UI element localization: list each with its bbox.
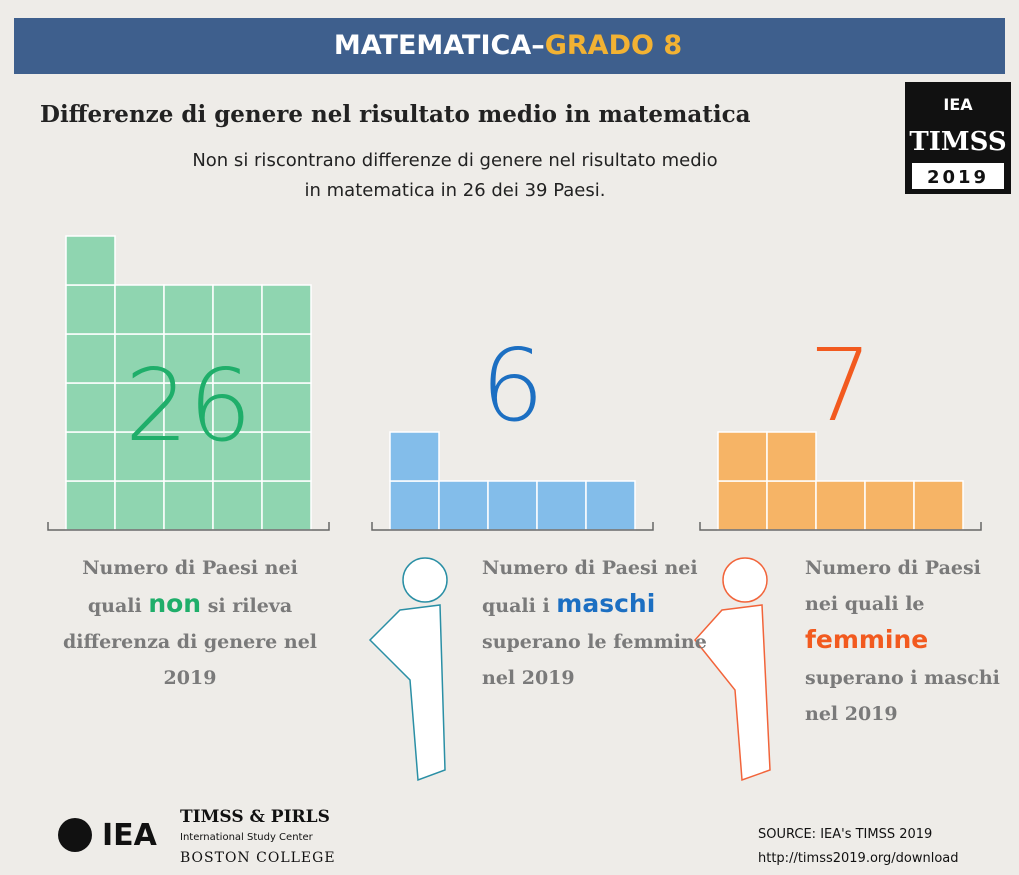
unit-square bbox=[163, 480, 214, 531]
unit-square bbox=[212, 480, 263, 531]
footer-logo bbox=[58, 818, 92, 852]
label-text: Numero di Paesi nei quali i bbox=[482, 557, 698, 617]
baseline-bracket bbox=[371, 522, 654, 531]
unit-square bbox=[766, 431, 817, 482]
subtitle: Non si riscontrano differenze di genere … bbox=[192, 150, 717, 171]
logo-year: 2019 bbox=[927, 167, 989, 188]
unit-square bbox=[65, 382, 116, 433]
header: MATEMATICA–GRADO 8 bbox=[334, 30, 682, 61]
figure-male bbox=[368, 557, 448, 782]
label-text: superano i maschi nel 2019 bbox=[805, 667, 1000, 725]
unit-square bbox=[114, 333, 165, 384]
unit-square bbox=[212, 284, 263, 335]
footer-url: http://timss2019.org/download bbox=[758, 851, 959, 866]
unit-square bbox=[913, 480, 964, 531]
unit-square bbox=[389, 431, 440, 482]
grade: GRADO 8 bbox=[545, 30, 682, 61]
unit-square bbox=[487, 480, 538, 531]
unit-square bbox=[114, 284, 165, 335]
count: 7 bbox=[809, 327, 873, 444]
unit-square bbox=[815, 480, 866, 531]
label-text: superano le femmine nel 2019 bbox=[482, 631, 707, 689]
unit-square bbox=[717, 480, 768, 531]
unit-square bbox=[536, 480, 587, 531]
unit-square bbox=[261, 284, 312, 335]
footer-center-sub: International Study Center bbox=[180, 832, 314, 843]
group-label: Numero di Paesi nei quali le femmine sup… bbox=[805, 550, 1015, 732]
unit-square bbox=[65, 284, 116, 335]
unit-square bbox=[65, 333, 116, 384]
figure-female bbox=[694, 557, 771, 782]
footer-center: TIMSS & PIRLS bbox=[180, 807, 330, 827]
unit-square bbox=[261, 480, 312, 531]
unit-square bbox=[212, 382, 263, 433]
logo-year-band bbox=[912, 163, 1004, 189]
unit-square bbox=[438, 480, 489, 531]
unit-square bbox=[163, 333, 214, 384]
logo-org: IEA bbox=[943, 95, 973, 114]
unit-square bbox=[261, 333, 312, 384]
group-label: Numero di Paesi nei quali non si rileva … bbox=[55, 550, 325, 696]
unit-square bbox=[864, 480, 915, 531]
label-emphasis: femmine bbox=[805, 625, 929, 654]
footer-source: SOURCE: IEA's TIMSS 2019 bbox=[758, 827, 932, 842]
subtitle: in matematica in 26 dei 39 Paesi. bbox=[305, 180, 606, 201]
unit-square bbox=[114, 480, 165, 531]
unit-square bbox=[65, 235, 116, 286]
label-emphasis: maschi bbox=[556, 589, 656, 618]
baseline-bracket bbox=[47, 522, 330, 531]
label-emphasis: non bbox=[148, 589, 202, 618]
subject: MATEMATICA– bbox=[334, 30, 545, 61]
label-text: Numero di Paesi nei quali bbox=[82, 557, 298, 617]
unit-square bbox=[261, 382, 312, 433]
label-text: si rileva differenza di genere nel 2019 bbox=[62, 595, 318, 689]
group-label: Numero di Paesi nei quali i maschi super… bbox=[482, 550, 717, 696]
logo-name: TIMSS bbox=[909, 127, 1006, 157]
label-text: Numero di Paesi nei quali le bbox=[805, 557, 981, 615]
unit-square bbox=[389, 480, 440, 531]
baseline-bracket bbox=[699, 522, 982, 531]
unit-square bbox=[163, 284, 214, 335]
unit-square bbox=[717, 431, 768, 482]
unit-square bbox=[766, 480, 817, 531]
count: 26 bbox=[125, 347, 252, 464]
header-bar bbox=[14, 18, 1005, 74]
unit-square bbox=[65, 480, 116, 531]
unit-square bbox=[65, 431, 116, 482]
title: Differenze di genere nel risultato medio… bbox=[40, 101, 751, 128]
unit-square bbox=[261, 431, 312, 482]
footer-org: IEA bbox=[102, 818, 158, 853]
unit-square bbox=[585, 480, 636, 531]
count: 6 bbox=[481, 327, 545, 444]
footer-college: BOSTON COLLEGE bbox=[180, 850, 336, 866]
